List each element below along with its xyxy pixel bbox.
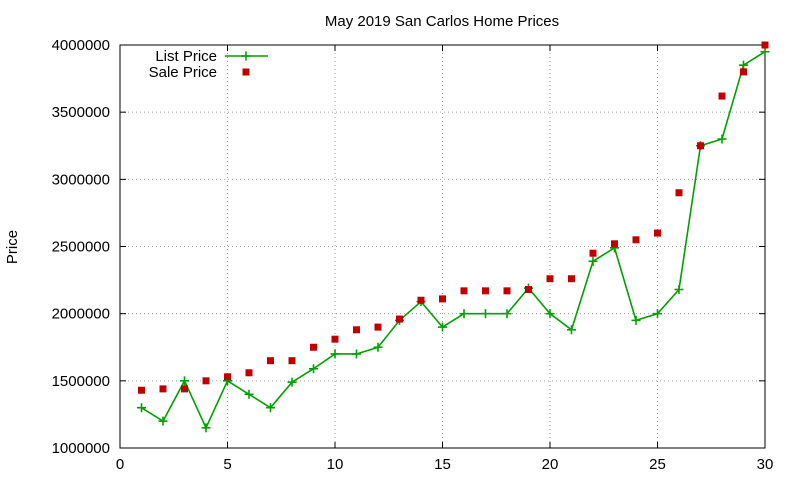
sale-price-point [697, 142, 704, 150]
x-tick-label: 20 [542, 456, 559, 473]
list-price-point [567, 325, 576, 335]
list-price-point [352, 349, 361, 359]
x-tick-label: 25 [649, 456, 666, 473]
list-price-point [158, 416, 168, 426]
list-price-point [481, 309, 490, 319]
sale-price-point [761, 41, 769, 49]
sale-price-point [245, 369, 253, 377]
sale-price-point [525, 285, 532, 293]
list-price-point [438, 322, 447, 332]
list-price-point [287, 377, 297, 387]
sale-price-point [611, 240, 618, 248]
list-price-point [631, 315, 641, 325]
list-price-point [760, 47, 770, 57]
legend-label: Sale Price [149, 64, 217, 81]
sale-price-point [718, 92, 726, 100]
list-price-point [545, 309, 555, 319]
sale-price-point [568, 275, 575, 283]
y-tick-label: 1500000 [52, 373, 110, 390]
sale-price-point [181, 385, 188, 393]
sale-price-point [546, 275, 554, 283]
sale-price-point [482, 287, 489, 295]
y-tick-label: 4000000 [52, 37, 110, 54]
sale-price-point [224, 373, 231, 381]
sale-price-point [159, 385, 167, 393]
list-price-point [502, 309, 512, 319]
y-tick-label: 3500000 [52, 104, 110, 121]
sale-price-point [331, 335, 339, 343]
legend-square-marker [242, 68, 250, 76]
y-tick-label: 1000000 [52, 440, 110, 457]
list-price-point [717, 134, 727, 144]
chart-title: May 2019 San Carlos Home Prices [325, 13, 559, 30]
sale-price-point [675, 189, 683, 197]
sale-price-point [589, 249, 597, 257]
sale-price-point [288, 357, 296, 365]
list-price-point [588, 256, 598, 266]
list-price-point [674, 284, 684, 294]
x-tick-label: 5 [223, 456, 231, 473]
list-price-point [244, 389, 254, 399]
legend-plus-marker [241, 51, 251, 61]
sale-price-point [267, 357, 274, 365]
sale-price-point [654, 229, 661, 237]
list-price-point [309, 364, 318, 374]
list-price-point [137, 403, 146, 413]
x-tick-label: 10 [327, 456, 344, 473]
sale-price-point [310, 343, 317, 351]
sale-price-point [740, 68, 747, 76]
y-axis-label: Price [4, 230, 21, 264]
list-price-point [266, 403, 275, 413]
list-price-point [653, 309, 662, 319]
list-price-line [141, 51, 766, 430]
series-layer [137, 41, 770, 433]
sale-price-point [460, 287, 468, 295]
list-price-point [180, 376, 189, 386]
sale-price-point [353, 326, 360, 334]
y-tick-label: 2500000 [52, 239, 110, 256]
sale-price-point [374, 323, 382, 331]
y-tick-label: 2000000 [52, 306, 110, 323]
sale-price-point [138, 386, 145, 394]
tick-layer: 0 5 10 15 20 25 30 1000000 1500000 2000000 2500000… [52, 37, 774, 473]
sale-price-point [396, 315, 403, 323]
list-price-point [330, 349, 340, 359]
list-price-point [201, 423, 211, 433]
sale-price-point [202, 377, 210, 385]
x-tick-label: 30 [757, 456, 774, 473]
x-tick-label: 15 [434, 456, 451, 473]
sale-price-point [632, 236, 640, 244]
list-price-point [739, 60, 748, 70]
list-price-point [373, 342, 383, 352]
y-tick-label: 3000000 [52, 171, 110, 188]
sale-price-point [503, 287, 511, 295]
sale-price-point [417, 296, 425, 304]
sale-price-point [439, 295, 446, 303]
legend-label: List Price [155, 48, 217, 65]
list-price-point [459, 309, 469, 319]
x-tick-label: 0 [116, 456, 124, 473]
